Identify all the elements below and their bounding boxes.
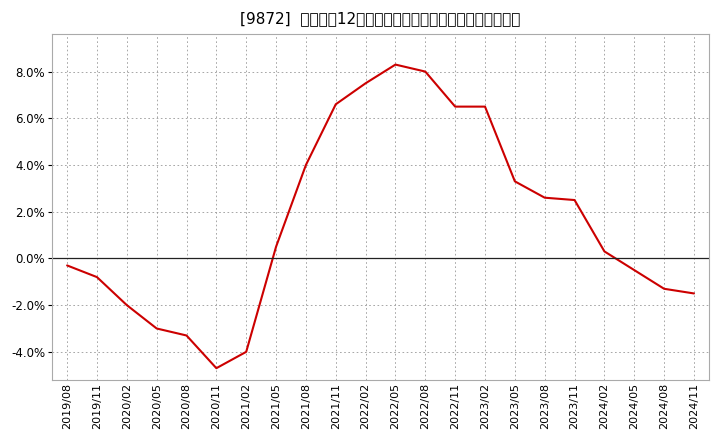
Title: [9872]  売上高の12か月移動合計の対前年同期増減率の推移: [9872] 売上高の12か月移動合計の対前年同期増減率の推移	[240, 11, 521, 26]
